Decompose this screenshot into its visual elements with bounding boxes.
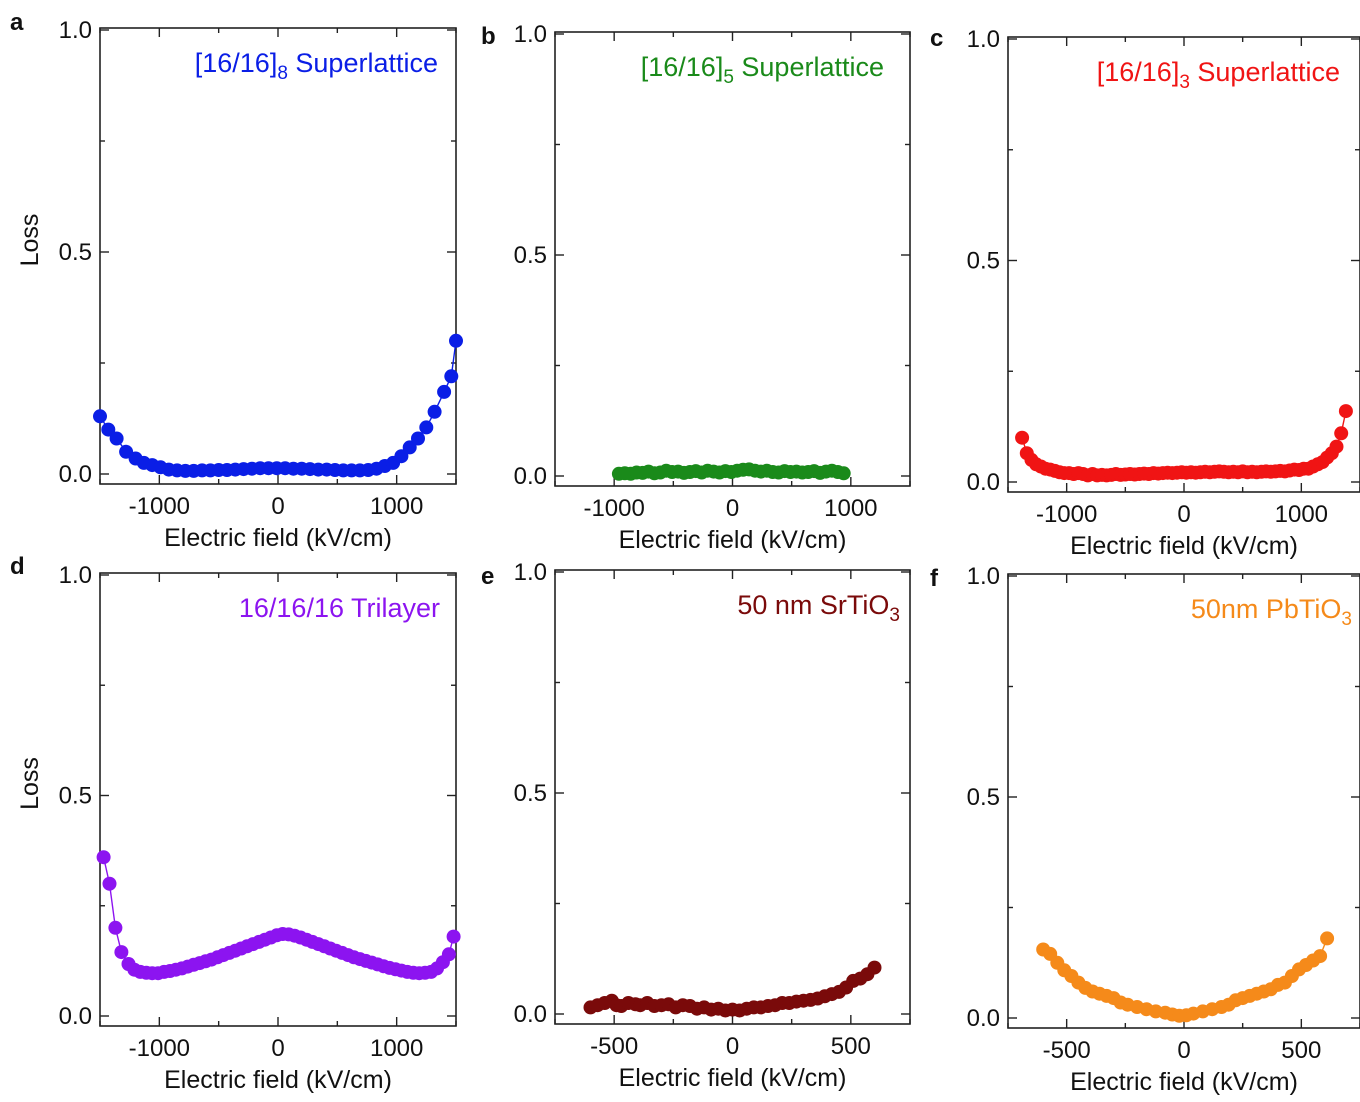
x-tick-label: 0 bbox=[726, 495, 739, 522]
y-tick-label: 1.0 bbox=[59, 562, 92, 589]
chart-panel-e: e -500 0 500 0.0 0.5 1.0 Electric field (kV/cm)… bbox=[481, 559, 911, 1092]
x-tick-label: -1000 bbox=[1036, 501, 1097, 528]
data-point bbox=[446, 929, 461, 944]
data-point bbox=[867, 960, 882, 975]
data-point bbox=[437, 384, 452, 399]
x-axis-title: Electric field (kV/cm) bbox=[164, 524, 392, 552]
chart-title: 50nm PbTiO3 bbox=[1191, 594, 1352, 630]
chart-panel-d: d -1000 0 1000 0.0 0.5 1.0 Electric field (kV/c… bbox=[10, 553, 461, 1094]
x-tick-label: 1000 bbox=[370, 1035, 423, 1062]
x-tick-label: -500 bbox=[1043, 1037, 1091, 1064]
panel-letter: e bbox=[481, 563, 494, 590]
x-tick-label: -1000 bbox=[129, 493, 190, 520]
data-point bbox=[441, 947, 456, 962]
y-axis-title: Loss bbox=[16, 214, 44, 267]
y-tick-label: 0.0 bbox=[59, 1003, 92, 1030]
data-point bbox=[419, 420, 434, 435]
data-point bbox=[108, 920, 123, 935]
chart-title: [16/16]5 Superlattice bbox=[641, 52, 884, 88]
chart-panel-f: f -500 0 500 0.0 0.5 1.0 Electric field (kV/cm)… bbox=[930, 563, 1360, 1096]
data-point bbox=[1015, 430, 1030, 445]
data-point bbox=[114, 945, 129, 960]
plot-frame bbox=[99, 27, 457, 485]
x-axis-title: Electric field (kV/cm) bbox=[619, 526, 847, 554]
chart-title: 16/16/16 Trilayer bbox=[239, 593, 440, 623]
y-tick-label: 0.5 bbox=[514, 242, 547, 269]
data-point bbox=[1320, 931, 1335, 946]
y-tick-label: 0.0 bbox=[59, 461, 92, 488]
data-point bbox=[836, 466, 851, 481]
x-tick-label: 0 bbox=[726, 1033, 739, 1060]
plot-frame bbox=[554, 31, 911, 487]
data-point bbox=[1338, 404, 1353, 419]
x-tick-label: 0 bbox=[271, 493, 284, 520]
x-tick-label: 0 bbox=[1177, 1037, 1190, 1064]
data-point bbox=[402, 440, 417, 455]
data-point bbox=[444, 369, 459, 384]
data-point bbox=[449, 333, 463, 348]
data-point bbox=[1313, 949, 1328, 964]
y-axis-title: Loss bbox=[16, 757, 44, 810]
x-tick-label: 1000 bbox=[824, 495, 877, 522]
y-tick-label: 1.0 bbox=[514, 559, 547, 586]
chart-panel-a: a -1000 0 1000 0.0 0.5 1.0 Electric field (kV/c… bbox=[10, 9, 463, 552]
y-tick-label: 1.0 bbox=[59, 17, 92, 44]
y-tick-label: 1.0 bbox=[967, 26, 1000, 53]
panel-letter: a bbox=[10, 9, 24, 36]
data-point bbox=[109, 431, 124, 446]
chart-title: 50 nm SrTiO3 bbox=[737, 590, 900, 626]
y-tick-label: 0.5 bbox=[967, 784, 1000, 811]
data-point bbox=[427, 404, 442, 419]
y-tick-label: 0.0 bbox=[967, 469, 1000, 496]
y-tick-label: 0.5 bbox=[514, 780, 547, 807]
x-axis-title: Electric field (kV/cm) bbox=[1070, 532, 1298, 560]
panel-letter: c bbox=[930, 25, 943, 52]
panel-letter: d bbox=[10, 553, 25, 580]
data-point bbox=[102, 876, 117, 891]
chart-panel-b: b -1000 0 1000 0.0 0.5 1.0 Electric field (kV/c… bbox=[481, 21, 911, 554]
chart-title: [16/16]8 Superlattice bbox=[195, 48, 438, 84]
data-point bbox=[93, 409, 107, 424]
x-tick-label: 500 bbox=[831, 1033, 871, 1060]
y-tick-label: 0.0 bbox=[514, 1001, 547, 1028]
data-point bbox=[394, 449, 409, 464]
y-tick-label: 0.0 bbox=[967, 1005, 1000, 1032]
plot-frame bbox=[99, 572, 457, 1027]
data-point bbox=[1329, 439, 1344, 454]
x-axis-title: Electric field (kV/cm) bbox=[1070, 1068, 1298, 1096]
x-tick-label: 0 bbox=[271, 1035, 284, 1062]
x-tick-label: -1000 bbox=[129, 1035, 190, 1062]
plot-frame bbox=[1007, 36, 1360, 493]
x-tick-label: 0 bbox=[1177, 501, 1190, 528]
y-tick-label: 0.5 bbox=[59, 783, 92, 810]
chart-panel-c: c -1000 0 1000 0.0 0.5 1.0 Electric field (kV/c… bbox=[930, 25, 1360, 560]
data-point bbox=[1334, 426, 1349, 441]
plot-frame bbox=[554, 569, 911, 1025]
x-tick-label: 500 bbox=[1281, 1037, 1321, 1064]
y-tick-label: 0.5 bbox=[967, 248, 1000, 275]
panel-letter: b bbox=[481, 23, 496, 50]
x-axis-title: Electric field (kV/cm) bbox=[619, 1064, 847, 1092]
series-line bbox=[102, 857, 455, 974]
panel-letter: f bbox=[930, 565, 939, 592]
y-tick-label: 1.0 bbox=[514, 21, 547, 48]
y-tick-label: 0.5 bbox=[59, 239, 92, 266]
y-tick-label: 1.0 bbox=[967, 563, 1000, 590]
x-tick-label: -500 bbox=[590, 1033, 638, 1060]
x-tick-label: -1000 bbox=[583, 495, 644, 522]
y-tick-label: 0.0 bbox=[514, 463, 547, 490]
data-point bbox=[411, 431, 425, 446]
data-point bbox=[101, 422, 116, 437]
data-point bbox=[96, 850, 111, 865]
x-tick-label: 1000 bbox=[1275, 501, 1328, 528]
x-axis-title: Electric field (kV/cm) bbox=[164, 1066, 392, 1094]
x-tick-label: 1000 bbox=[370, 493, 423, 520]
chart-title: [16/16]3 Superlattice bbox=[1097, 57, 1340, 93]
